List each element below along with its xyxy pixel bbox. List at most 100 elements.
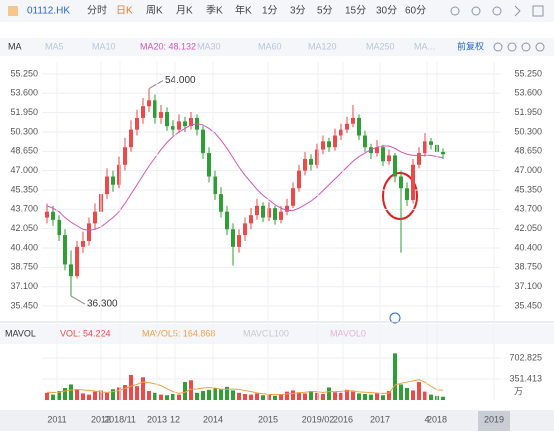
y-tick-label: 47.000	[514, 165, 542, 175]
ma-line	[46, 123, 444, 231]
volume-bar	[189, 380, 193, 400]
candle-body	[261, 205, 265, 218]
candle-body	[111, 176, 115, 185]
tab[interactable]: 季K	[206, 5, 223, 17]
volume-bar	[357, 393, 361, 400]
candle-body	[315, 149, 319, 165]
volume-bar	[429, 394, 433, 400]
y-tick-label: 50.300	[10, 126, 38, 136]
volume-bar	[201, 391, 205, 400]
candle-body	[387, 155, 391, 162]
volume-bar	[195, 392, 199, 400]
candle-body	[93, 211, 97, 224]
x-tick-label: 2014	[203, 414, 223, 424]
volume-bar	[363, 394, 367, 400]
volume-bar	[387, 391, 391, 400]
candle-body	[267, 208, 271, 218]
volume-bar	[243, 394, 247, 400]
ma-legend[interactable]: MA250	[366, 41, 395, 51]
candle-body	[123, 147, 127, 165]
x-tick-label: 2011	[47, 414, 66, 424]
candle-body	[183, 121, 187, 127]
volume-bar	[159, 394, 163, 400]
volume-bar	[93, 391, 97, 400]
y-tick-label: 43.700	[10, 204, 38, 214]
volume-bar	[327, 387, 331, 400]
ma-legend[interactable]: MA20: 48.132	[140, 41, 196, 51]
volume-bar	[279, 394, 283, 400]
volume-bar	[375, 392, 379, 400]
range-box[interactable]	[478, 411, 510, 431]
volume-bar	[255, 393, 259, 400]
candle-body	[423, 141, 427, 154]
candle-body	[429, 141, 433, 145]
volume-bar	[369, 394, 373, 400]
volume-bar	[417, 382, 421, 400]
ma-legend[interactable]: MA10	[92, 41, 116, 51]
volume-bar	[147, 391, 151, 400]
tab[interactable]: 1分	[262, 5, 278, 17]
tab[interactable]: 年K	[235, 4, 252, 17]
y-tick-label: 38.750	[10, 262, 38, 272]
y-tick-label: 702.825	[509, 352, 542, 362]
ma-legend[interactable]: MA30	[197, 41, 221, 51]
volume-bar	[393, 353, 397, 400]
y-tick-label: 48.650	[514, 146, 542, 156]
tab[interactable]: 60分	[405, 5, 426, 17]
tab[interactable]: 日K	[116, 6, 133, 17]
ma-legend[interactable]: MA60	[258, 41, 282, 51]
ma-legend[interactable]: MA5	[45, 41, 64, 51]
candle-body	[357, 117, 361, 136]
candle-body	[351, 117, 355, 124]
ma-legend[interactable]: MA...	[414, 41, 435, 51]
toolbar-icons[interactable]	[450, 5, 545, 52]
x-axis-bg	[0, 410, 554, 431]
tab[interactable]: 3分	[290, 5, 306, 17]
tab[interactable]: 月K	[176, 5, 193, 17]
volume-bar	[87, 394, 91, 400]
icon[interactable]	[8, 6, 18, 16]
volume-bar	[291, 390, 295, 400]
candle-body	[69, 264, 73, 277]
candle-body	[279, 211, 283, 220]
candle-body	[363, 135, 367, 148]
candle-body	[411, 164, 415, 200]
candle-body	[159, 112, 163, 118]
y-tick-label: 53.600	[514, 88, 542, 98]
y-tick-label: 51.950	[514, 107, 542, 117]
y-tick-label: 55.250	[10, 68, 38, 78]
tab[interactable]: 15分	[345, 5, 366, 17]
tab[interactable]: 30分	[376, 5, 397, 17]
tab[interactable]: 5分	[317, 5, 333, 17]
event-icon[interactable]	[389, 312, 401, 324]
y-tick-label: 48.650	[10, 146, 38, 156]
candle-body	[219, 194, 223, 212]
annotation-leader	[148, 80, 164, 90]
ma-legend[interactable]: MA120	[308, 41, 337, 51]
volume-bar	[333, 392, 337, 400]
volume-bar	[405, 388, 409, 400]
volume-legend: MAVOL0	[330, 328, 366, 338]
candle-body	[225, 211, 229, 230]
volume-bar	[411, 390, 415, 400]
candle-body	[327, 141, 331, 148]
volume-bar	[207, 389, 211, 400]
tab[interactable]: 分时	[87, 5, 107, 17]
x-tick-label: 2019/02	[302, 414, 335, 424]
candle-body	[417, 153, 421, 165]
y-tick-label: 35.450	[514, 300, 542, 310]
candle-body	[117, 164, 121, 185]
y-tick-label: 53.600	[10, 88, 38, 98]
x-tick-label: 4	[424, 414, 429, 424]
volume-legend: MAVOL100	[243, 328, 289, 338]
candle-body	[129, 129, 133, 148]
adjust-button[interactable]: 前复权	[457, 40, 484, 51]
tab[interactable]: 周K	[146, 5, 163, 17]
volume-bar	[105, 392, 109, 400]
candle-body	[189, 117, 193, 127]
volume-bar	[297, 392, 301, 400]
volume-bar	[225, 386, 229, 400]
candle-body	[345, 123, 349, 130]
volume-bar	[315, 392, 319, 400]
